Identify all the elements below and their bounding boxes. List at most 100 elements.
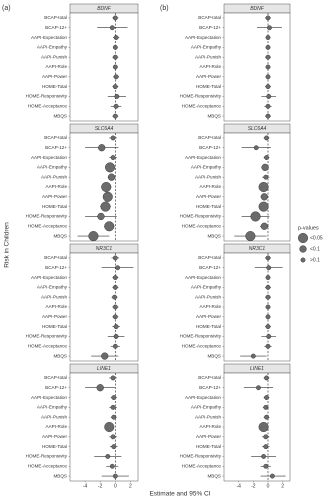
- estimate-point: [115, 265, 121, 271]
- facet-frame: [69, 252, 139, 362]
- y-tick-label: HOME-Total: [42, 444, 67, 449]
- y-tick-label: MBQS: [207, 473, 221, 478]
- estimate-point: [265, 324, 271, 330]
- y-tick-label: AAPI-Power: [42, 74, 67, 79]
- facet-title: BDNF: [97, 6, 112, 12]
- y-tick-label: HOME-Acceptance: [182, 343, 222, 348]
- estimate-point: [265, 284, 271, 290]
- estimate-point: [267, 25, 272, 31]
- facet-frame: [223, 132, 291, 242]
- y-tick-label: BCAP-12+: [199, 265, 221, 270]
- y-tick-label: BCAP-12+: [45, 145, 67, 150]
- y-tick-label: MBQS: [207, 353, 221, 358]
- y-tick-label: BCAP-total: [198, 135, 221, 140]
- legend-symbol: [299, 245, 307, 253]
- y-tick-label: AAPI-Expectation: [185, 275, 221, 280]
- y-tick-label: HOME-Total: [42, 84, 67, 89]
- y-tick-label: MBQS: [53, 113, 67, 118]
- y-tick-label: HOME-Total: [196, 324, 221, 329]
- estimate-point: [109, 25, 115, 31]
- facet-title: BDNF: [250, 6, 265, 12]
- y-tick-label: HOME-Acceptance: [182, 103, 222, 108]
- y-tick-label: HOME-Acceptance: [182, 223, 222, 228]
- estimate-point: [112, 304, 118, 310]
- x-tick-label: -4: [83, 483, 88, 489]
- y-tick-label: AAPI-Power: [196, 434, 221, 439]
- estimate-point: [265, 54, 271, 60]
- estimate-point: [260, 193, 268, 201]
- x-tick-label: 0: [114, 483, 117, 489]
- estimate-point: [88, 231, 99, 242]
- facet-frame: [223, 372, 291, 482]
- y-tick-label: HOME-Total: [196, 84, 221, 89]
- y-tick-label: AAPI-Expectation: [31, 155, 67, 160]
- estimate-point: [265, 255, 271, 261]
- estimate-point: [112, 113, 118, 119]
- facet-title: SLC6A4: [248, 126, 267, 132]
- estimate-point: [258, 422, 269, 433]
- estimate-point: [258, 201, 269, 212]
- estimate-point: [250, 211, 261, 222]
- panel-label: (b): [160, 5, 169, 12]
- estimate-point: [265, 314, 271, 320]
- y-tick-label: AAPI-Role: [46, 304, 68, 309]
- y-tick-label: BCAP-total: [198, 15, 221, 20]
- estimate-point: [263, 174, 269, 180]
- estimate-point: [100, 201, 111, 212]
- y-tick-label: BCAP-12+: [45, 265, 67, 270]
- estimate-point: [112, 314, 118, 320]
- y-tick-label: AAPI-Punish: [195, 174, 221, 179]
- x-tick-label: 0: [267, 483, 270, 489]
- y-tick-label: AAPI-Power: [42, 194, 67, 199]
- estimate-point: [112, 294, 117, 300]
- estimate-point: [110, 135, 116, 141]
- y-tick-label: HOME-Acceptance: [28, 463, 68, 468]
- estimate-point: [111, 444, 117, 450]
- y-tick-label: BCAP-total: [44, 15, 67, 20]
- y-tick-label: HOME-Responsivity: [180, 214, 222, 219]
- y-tick-label: BCAP-12+: [199, 385, 221, 390]
- y-tick-label: AAPI-Punish: [41, 54, 67, 59]
- estimate-point: [113, 74, 119, 80]
- y-tick-label: AAPI-Role: [200, 64, 222, 69]
- legend-label: <0.05: [310, 235, 323, 241]
- estimate-point: [114, 94, 120, 99]
- estimate-point: [265, 275, 271, 280]
- y-tick-label: HOME-Acceptance: [182, 463, 222, 468]
- estimate-point: [105, 454, 111, 459]
- estimate-point: [112, 473, 118, 479]
- y-tick-label: AAPI-Expectation: [31, 395, 67, 400]
- estimate-point: [258, 181, 269, 192]
- y-tick-label: HOME-Responsivity: [26, 454, 68, 459]
- estimate-point: [265, 113, 271, 119]
- legend-title: p-values: [298, 225, 319, 231]
- estimate-point: [112, 255, 118, 261]
- estimate-point: [113, 103, 119, 109]
- facet-frame: [69, 372, 139, 482]
- y-tick-label: AAPI-Empathy: [37, 285, 68, 290]
- y-tick-label: MBQS: [207, 113, 221, 118]
- y-tick-label: BCAP-12+: [45, 25, 67, 30]
- estimate-point: [266, 265, 272, 271]
- y-tick-label: AAPI-Role: [200, 424, 222, 429]
- y-tick-label: HOME-Acceptance: [28, 103, 68, 108]
- estimate-point: [111, 414, 117, 420]
- estimate-point: [263, 404, 269, 410]
- legend-symbol: [300, 257, 306, 263]
- y-tick-label: BCAP-total: [198, 255, 221, 260]
- y-tick-label: AAPI-Punish: [41, 414, 67, 419]
- facet-title: LINE1: [250, 366, 264, 372]
- estimate-point: [112, 54, 118, 60]
- estimate-point: [264, 375, 269, 381]
- estimate-point: [107, 173, 116, 181]
- estimate-point: [264, 135, 269, 141]
- estimate-point: [265, 84, 271, 90]
- y-tick-label: AAPI-Expectation: [185, 395, 221, 400]
- estimate-point: [101, 181, 112, 192]
- estimate-point: [104, 221, 115, 232]
- x-tick-label: -2: [98, 483, 103, 489]
- estimate-point: [112, 284, 118, 290]
- y-tick-label: AAPI-Expectation: [31, 35, 67, 40]
- facet-frame: [223, 252, 291, 362]
